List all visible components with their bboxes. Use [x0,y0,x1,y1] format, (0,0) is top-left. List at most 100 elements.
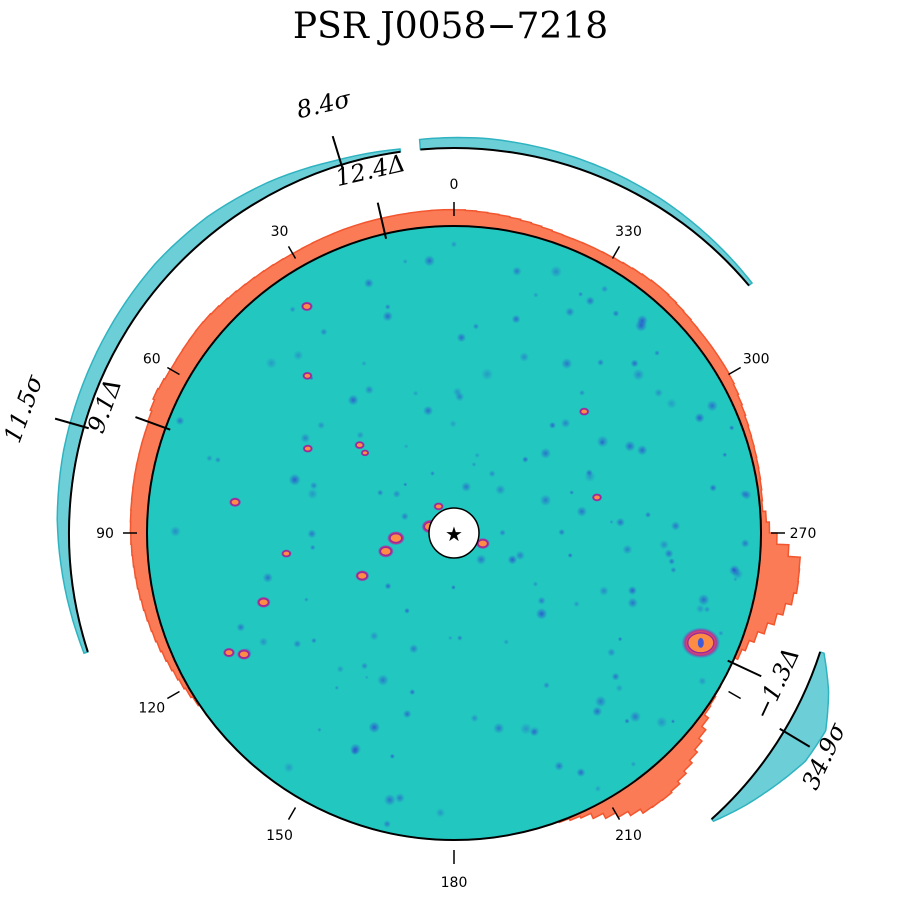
faint-speck [529,726,540,737]
disk-texture-layer [170,241,752,828]
faint-speck [402,259,408,264]
faint-speck [624,718,630,724]
faint-speck [522,456,529,463]
source-core-18 [579,408,589,416]
source-core-8 [303,372,312,380]
faint-speck [597,359,604,366]
faint-speck [488,470,496,478]
faint-speck [283,762,295,773]
delta-leader-1 [135,416,171,431]
angle-tick-210 [611,807,621,821]
sigma-label-1: 11.5σ [0,371,49,447]
faint-speck [336,665,344,673]
faint-speck [474,452,480,458]
faint-speck [382,311,393,322]
faint-speck [403,709,412,719]
faint-speck [558,528,565,536]
faint-speck [609,520,614,524]
faint-speck [659,539,669,550]
faint-speck [615,684,624,692]
faint-speck [654,350,660,356]
angle-tick-60 [166,366,180,376]
angle-tick-330 [611,245,621,259]
source-core-10 [355,441,365,449]
faint-speck [698,677,707,686]
faint-speck [539,494,552,506]
angle-tick-120 [166,690,180,700]
faint-speck [361,662,368,670]
faint-speck [392,490,401,498]
faint-speck [637,445,648,456]
faint-speck [596,435,609,448]
delta-leader-2 [727,659,762,678]
faint-speck [347,394,359,406]
faint-speck [409,689,416,696]
faint-speck [670,521,681,531]
faint-speck [377,489,384,496]
faint-speck [493,722,505,734]
faint-speck [495,484,506,495]
faint-speck [718,630,724,636]
angle-tick-label-300: 300 [743,352,770,368]
faint-speck [383,794,396,806]
faint-speck [612,310,620,317]
faint-speck [601,285,609,293]
faint-speck [668,558,675,565]
faint-speck [435,808,446,818]
source-core-6 [356,571,368,581]
faint-speck [471,462,477,467]
faint-speck [262,572,273,583]
faint-speck [560,418,571,428]
faint-speck [709,484,717,492]
faint-speck [461,481,472,492]
angle-tick-label-270: 270 [790,526,817,542]
faint-speck [550,265,562,278]
faint-speck [448,635,453,641]
outer-arc-1 [420,147,750,287]
delta-leader-0 [376,202,388,239]
chart-title: PSR J0058−7218 [292,6,609,47]
faint-speck [543,682,550,689]
faint-speck [565,307,575,317]
angle-tick-30 [287,245,297,259]
faint-speck [206,455,213,462]
faint-speck [293,350,304,361]
faint-speck [288,473,301,486]
faint-speck [654,388,663,398]
faint-speck [611,672,620,681]
faint-speck [703,606,711,613]
angle-tick-150 [287,807,297,821]
delta-label-0: 12.4Δ [333,149,408,192]
faint-speck [635,319,648,332]
faint-speck [645,511,651,518]
faint-speck [403,444,409,449]
faint-speck [320,328,328,336]
faint-speck [307,488,318,500]
faint-speck [706,400,718,412]
faint-speck [576,768,586,777]
faint-speck [364,278,374,289]
faint-speck [576,506,587,517]
faint-speck [451,585,456,590]
faint-speck [627,586,637,595]
faint-speck [535,608,548,620]
faint-speck [515,550,525,561]
faint-speck [594,785,602,792]
faint-speck [578,291,584,297]
faint-speck [368,721,381,734]
faint-speck [503,639,510,645]
sigma-label-0: 8.4σ [294,84,354,124]
faint-speck [740,539,750,548]
angle-tick-label-0: 0 [450,177,459,193]
faint-speck [384,582,392,590]
faint-speck [311,637,317,644]
faint-speck [175,416,185,426]
source-core-4 [379,546,392,557]
angle-tick-label-180: 180 [441,875,468,891]
faint-speck [624,440,636,452]
source-core-16 [224,648,234,657]
faint-speck [694,412,705,423]
faint-speck [540,447,551,459]
faint-speck [293,639,302,648]
